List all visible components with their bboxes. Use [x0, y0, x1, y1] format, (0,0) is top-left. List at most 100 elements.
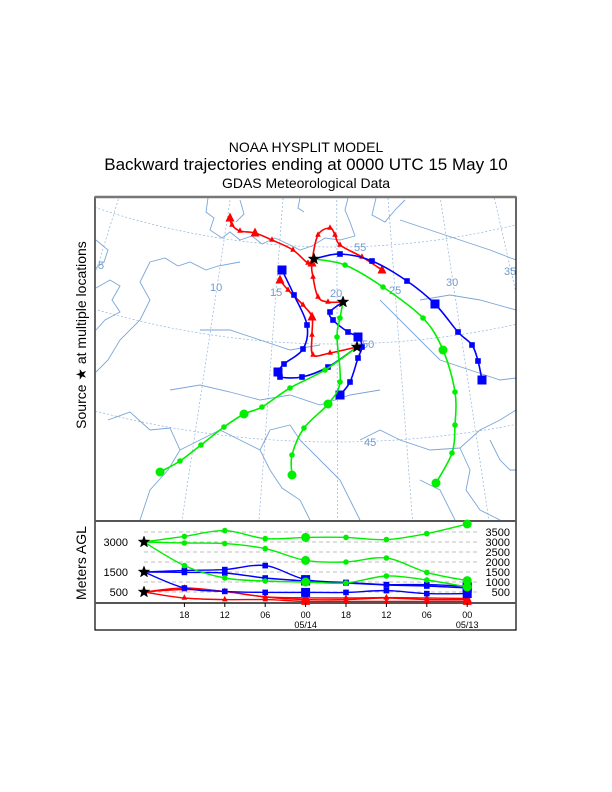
- coastline: [379, 299, 516, 381]
- circle-marker: [462, 576, 472, 586]
- coastline: [344, 198, 356, 237]
- longitude-label: 35: [504, 266, 516, 278]
- square-marker: [299, 374, 305, 380]
- meridian-line: [335, 0, 612, 540]
- triangle-marker: [300, 301, 306, 307]
- coastline: [169, 384, 381, 406]
- triangle-marker: [310, 273, 316, 279]
- source-star-icon: [137, 535, 151, 548]
- circle-marker: [289, 452, 295, 458]
- coastline: [96, 239, 109, 269]
- coastline: [359, 409, 516, 451]
- map-trajectory-red-500-b: [307, 224, 387, 304]
- circle-marker: [343, 580, 349, 586]
- square-marker: [359, 344, 365, 350]
- coastline: [149, 257, 241, 271]
- coastline: [261, 235, 356, 251]
- model-title: NOAA HYSPLIT MODEL: [228, 139, 384, 155]
- right-height-tick: 500: [492, 587, 510, 599]
- square-marker: [301, 587, 311, 597]
- data-source-title: GDAS Meteorological Data: [221, 175, 391, 191]
- source-star-icon: [137, 565, 151, 578]
- coastline: [297, 198, 305, 213]
- square-marker: [353, 332, 363, 342]
- circle-marker: [462, 519, 472, 529]
- triangle-marker: [229, 221, 235, 227]
- circle-marker: [259, 404, 265, 410]
- triangle-marker: [250, 227, 260, 237]
- square-marker: [383, 587, 390, 594]
- triangle-marker: [307, 311, 317, 321]
- map-trajectory-blue-1500-c: [273, 265, 358, 380]
- square-marker: [181, 569, 188, 576]
- circle-marker: [301, 577, 311, 587]
- trajectories: [155, 212, 487, 488]
- triangle-marker: [309, 331, 315, 337]
- map-trajectory-green-3000-a: [313, 258, 458, 488]
- triangle-marker: [315, 231, 321, 237]
- source-star-icon: [137, 585, 151, 598]
- coastline: [96, 261, 151, 373]
- circle-marker: [262, 578, 269, 584]
- triangle-marker: [269, 236, 275, 242]
- latitude-label: 50: [362, 339, 374, 351]
- meridian-line: [493, 198, 516, 295]
- right-height-tick: 1500: [486, 567, 510, 579]
- latitude-line: [96, 308, 516, 345]
- source-star-icon: [350, 340, 364, 353]
- square-marker: [327, 309, 333, 315]
- map-trajectory-blue-1500-b: [327, 301, 365, 400]
- meridian-line: [439, 198, 490, 520]
- coastline: [259, 424, 361, 520]
- circle-marker: [452, 389, 458, 395]
- triangle-marker: [343, 594, 349, 600]
- triangle-marker: [337, 241, 343, 247]
- right-height-tick: 3500: [486, 527, 510, 539]
- trajectory-line: [290, 301, 344, 476]
- circle-marker: [383, 573, 390, 579]
- square-marker: [281, 361, 287, 367]
- circle-marker: [322, 367, 328, 373]
- triangle-marker: [325, 298, 331, 304]
- source-star-icon: [307, 252, 321, 265]
- left-height-tick: 500: [110, 587, 128, 599]
- circle-marker: [239, 409, 249, 419]
- meridian-line: [96, 198, 120, 273]
- triangle-marker: [377, 264, 387, 274]
- triangle-marker: [327, 224, 333, 230]
- right-height-tick: 2500: [486, 547, 510, 559]
- circle-marker: [462, 582, 472, 592]
- square-marker: [335, 390, 345, 400]
- circle-marker: [380, 284, 386, 290]
- triangle-marker: [315, 293, 321, 299]
- time-label: 00: [462, 610, 472, 620]
- square-marker: [345, 329, 351, 335]
- circle-marker: [424, 530, 430, 537]
- circle-marker: [452, 422, 458, 428]
- triangle-marker: [290, 246, 296, 252]
- map-trajectory-green-3000-b: [287, 301, 344, 480]
- triangle-marker: [285, 286, 291, 292]
- square-marker: [262, 575, 268, 581]
- square-marker: [469, 342, 475, 348]
- circle-marker: [431, 478, 441, 488]
- circle-marker: [343, 534, 349, 541]
- triangle-marker: [332, 231, 338, 237]
- coastline: [489, 439, 516, 471]
- meridian-line: [387, 198, 413, 520]
- circle-marker: [438, 345, 448, 355]
- coastline: [371, 198, 406, 223]
- square-marker: [222, 570, 228, 576]
- profile-blue-1500-c: [143, 571, 472, 599]
- coastline: [200, 329, 321, 351]
- circle-marker: [449, 450, 455, 456]
- profile-green-3000-b: [143, 540, 472, 586]
- triangle-marker: [301, 595, 311, 605]
- map-trajectory-green-3000-c: [155, 346, 358, 477]
- latitude-line: [0, 0, 612, 150]
- circle-marker: [424, 569, 430, 576]
- triangle-marker: [343, 597, 349, 604]
